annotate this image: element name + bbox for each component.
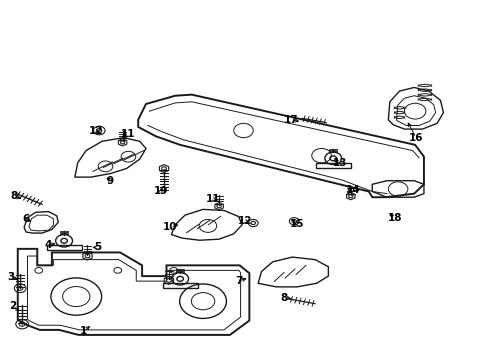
- Text: 17: 17: [283, 115, 298, 125]
- Text: 11: 11: [205, 194, 220, 204]
- Text: 14: 14: [345, 185, 359, 195]
- Text: 13: 13: [332, 158, 346, 168]
- Text: 5: 5: [94, 242, 102, 252]
- Text: 10: 10: [163, 222, 177, 232]
- Text: 2: 2: [9, 301, 17, 311]
- Text: 4: 4: [45, 240, 52, 250]
- Text: 6: 6: [22, 215, 30, 224]
- Bar: [163, 283, 197, 288]
- Text: 12: 12: [88, 126, 103, 135]
- Text: 18: 18: [386, 213, 401, 222]
- Text: 9: 9: [106, 176, 114, 186]
- Text: 16: 16: [408, 133, 423, 143]
- Text: 19: 19: [153, 186, 167, 197]
- Text: 7: 7: [234, 276, 242, 286]
- Text: 11: 11: [121, 129, 136, 139]
- Text: 8: 8: [280, 293, 287, 303]
- Text: 15: 15: [289, 219, 304, 229]
- Bar: [46, 246, 81, 250]
- Text: 3: 3: [8, 272, 15, 282]
- Text: 8: 8: [11, 191, 18, 201]
- Bar: [315, 163, 350, 168]
- Text: 12: 12: [238, 216, 252, 226]
- Text: 1: 1: [80, 326, 87, 336]
